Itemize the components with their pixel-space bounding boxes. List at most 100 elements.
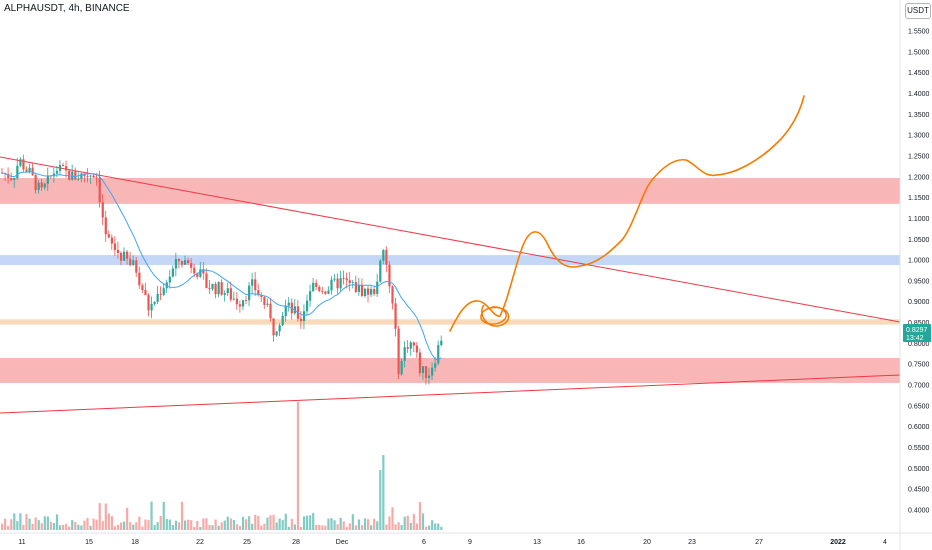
volume-bar xyxy=(412,514,415,530)
volume-bar xyxy=(382,455,385,530)
candle-body xyxy=(370,288,373,295)
candle xyxy=(107,230,110,239)
candle-body xyxy=(440,340,443,346)
candle xyxy=(77,172,80,181)
candle-body xyxy=(31,167,34,175)
candle xyxy=(68,170,71,181)
candle xyxy=(19,156,22,168)
volume-bar xyxy=(159,515,162,530)
price-tick-label: 1.4500 xyxy=(908,70,930,77)
volume-bar xyxy=(107,513,110,530)
time-tick-label: 4 xyxy=(883,539,887,546)
candle xyxy=(168,269,171,289)
price-tick-label: 1.1000 xyxy=(908,216,930,223)
candle-body xyxy=(391,286,394,304)
price-tick-label: 1.0000 xyxy=(908,258,930,265)
candle-body xyxy=(385,249,388,265)
volume-bar xyxy=(333,520,336,530)
volume-bar xyxy=(119,522,123,530)
candle-body xyxy=(144,289,147,296)
candle xyxy=(187,257,190,266)
time-axis[interactable]: 11 15 18 22 25 28 Dec 6 9 13 16 20 23 27 2022 4 xyxy=(18,539,887,546)
currency-button[interactable]: USDT xyxy=(905,3,931,19)
candle xyxy=(287,297,290,312)
volume-bar xyxy=(141,526,144,530)
price-tick-label: 1.0500 xyxy=(908,237,930,244)
volume-bar xyxy=(388,516,391,530)
candle-body xyxy=(147,295,150,311)
sma-layer xyxy=(1,171,442,361)
volume-bar xyxy=(110,516,113,530)
volume-bar xyxy=(428,525,431,530)
volume-bar xyxy=(46,516,49,530)
candle-body xyxy=(119,252,123,261)
circle-marker[interactable] xyxy=(480,304,510,327)
candle-body xyxy=(266,303,269,305)
price-tag-box xyxy=(903,324,931,343)
price-tick-label: 1.3500 xyxy=(908,112,930,119)
descending-trendline[interactable] xyxy=(0,156,901,323)
candle-body xyxy=(211,283,214,289)
volume-bar xyxy=(199,526,202,530)
candle xyxy=(241,300,245,311)
candle xyxy=(74,167,77,181)
ascending-trendline[interactable] xyxy=(0,374,901,414)
volume-bar xyxy=(354,525,357,530)
candle xyxy=(440,335,443,347)
time-tick-label: 28 xyxy=(292,539,300,546)
candle-body xyxy=(342,278,345,279)
projection-path[interactable] xyxy=(449,95,805,332)
projection-drawing-layer[interactable] xyxy=(449,95,805,332)
candle-body xyxy=(135,260,138,273)
candle xyxy=(232,291,235,301)
candle-body xyxy=(324,291,327,294)
time-tick-label: 25 xyxy=(243,539,251,546)
volume-bar xyxy=(269,515,272,530)
candle-body xyxy=(113,243,117,250)
volume-bar xyxy=(7,525,10,530)
volume-bar xyxy=(306,515,309,530)
candle xyxy=(293,298,296,316)
volume-bar xyxy=(177,522,181,530)
volume-bar xyxy=(89,525,92,530)
candle-body xyxy=(46,175,49,184)
candle-body xyxy=(37,182,40,190)
candle xyxy=(104,210,107,242)
candle xyxy=(339,270,342,292)
candle-body xyxy=(299,318,303,322)
candle xyxy=(400,358,403,376)
candle-body xyxy=(354,282,357,292)
trendlines-layer[interactable] xyxy=(0,156,901,414)
price-tick-label: 0.5000 xyxy=(908,466,930,473)
price-tick-label: 1.1500 xyxy=(908,195,930,202)
candle xyxy=(101,194,104,225)
candle-body xyxy=(98,178,101,203)
volume-bar xyxy=(229,518,232,530)
time-tick-label: 2022 xyxy=(830,539,846,546)
candle xyxy=(336,273,339,294)
volume-bar xyxy=(238,526,242,530)
volume-bar xyxy=(287,526,290,530)
candle-body xyxy=(7,173,10,179)
candle-body xyxy=(156,293,159,302)
candle-body xyxy=(150,303,153,311)
candle-body xyxy=(10,178,13,181)
candle-body xyxy=(373,288,376,294)
time-tick-label: 16 xyxy=(577,539,585,546)
candle-body xyxy=(318,286,321,291)
time-tick-label: 18 xyxy=(131,539,139,546)
volume-bar xyxy=(357,519,361,530)
candle xyxy=(156,285,159,305)
price-axis[interactable]: 1.5500 1.5000 1.4500 1.4000 1.3500 1.3000 1.25… xyxy=(908,29,930,515)
candle-body xyxy=(123,251,126,261)
volume-bar xyxy=(367,519,370,530)
candle xyxy=(385,246,388,273)
candle xyxy=(86,168,89,183)
candle-body xyxy=(333,278,336,280)
volume-bar xyxy=(196,520,199,530)
candle xyxy=(357,277,361,296)
candle-body xyxy=(229,288,232,300)
volume-bar xyxy=(406,515,409,530)
